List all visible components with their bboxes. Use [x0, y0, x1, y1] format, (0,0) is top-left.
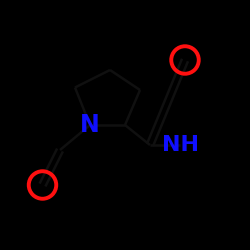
Text: N: N — [80, 113, 100, 137]
Text: NH: NH — [162, 135, 198, 155]
